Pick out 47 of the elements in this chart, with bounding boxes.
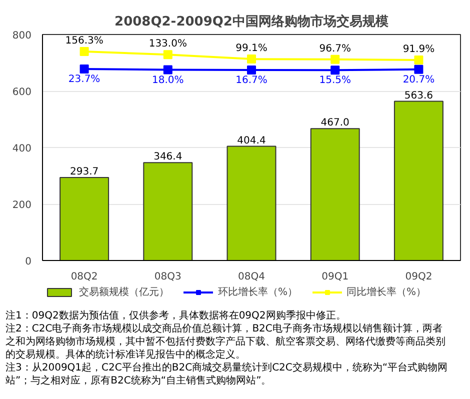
legend-label: 环比增长率（%） xyxy=(218,286,298,299)
text: 注2：C2C电子商务市场规模以成交商品价值总额计算，B2C电子商务市场规模以销售额计算，两者之和为网络购物市场规模，其中暂不包括付费数字产品下载、航空客票交易、网络代缴费等商品类别的交易规模。具体的统计标准详见报告中的概念定义。 xyxy=(6,322,446,360)
data-label: 91.9% xyxy=(402,44,435,56)
y-tick-label: 400 xyxy=(12,144,32,154)
point xyxy=(330,54,340,64)
data-label: 96.7% xyxy=(319,43,351,54)
legend-label: 交易额规模（亿元） xyxy=(78,286,169,299)
chart-title: 2008Q2-2009Q2中国网络购物市场交易规模 xyxy=(114,14,388,30)
y-tick-label: 0 xyxy=(25,256,32,268)
data-label: 293.7 xyxy=(70,166,99,178)
point xyxy=(247,65,256,74)
y-tick-label: 200 xyxy=(12,200,32,211)
data-label: 20.7% xyxy=(402,74,435,86)
x-tick-label: 08Q2 xyxy=(70,272,98,282)
point xyxy=(163,65,172,74)
data-label: 18.0% xyxy=(152,74,184,86)
bar xyxy=(310,128,360,260)
x-tick-label: 08Q3 xyxy=(154,272,182,282)
point xyxy=(163,50,172,60)
point xyxy=(80,64,89,74)
data-label: 133.0% xyxy=(148,38,187,50)
point xyxy=(414,56,424,65)
point xyxy=(330,66,340,75)
data-label: 23.7% xyxy=(68,74,100,86)
x-tick-label: 09Q2 xyxy=(405,272,432,282)
data-label: 467.0 xyxy=(320,118,350,129)
data-label: 156.3% xyxy=(65,36,104,46)
data-label: 563.6 xyxy=(404,90,434,102)
data-label: 346.4 xyxy=(154,152,182,163)
text: 注3：从2009Q1起，C2C平台推出的B2C商城交易量统计到C2C交易规模中，统称为“平台式购物网站”；与之相对应，原有B2C统称为“自主销售式购物网站”。 xyxy=(6,362,448,386)
data-label: 15.5% xyxy=(319,75,351,86)
text: 注1：09Q2数据为预估值，仅供参考，具体数据将在09Q2网购季报中修正。 xyxy=(6,310,346,322)
point xyxy=(247,54,256,64)
x-tick-label: 09Q1 xyxy=(322,272,349,282)
data-label: 404.4 xyxy=(237,135,266,146)
bar xyxy=(60,177,110,260)
point xyxy=(414,64,424,74)
y-tick-label: 600 xyxy=(12,87,32,98)
y-tick-label: 800 xyxy=(12,30,32,42)
bar xyxy=(394,100,444,260)
data-label: 99.1% xyxy=(236,43,268,54)
bar xyxy=(143,162,193,260)
point xyxy=(80,47,89,56)
data-label: 16.7% xyxy=(236,74,268,86)
x-tick-label: 08Q4 xyxy=(238,272,265,282)
bar xyxy=(226,146,276,260)
legend-label: 同比增长率（%） xyxy=(346,286,426,299)
